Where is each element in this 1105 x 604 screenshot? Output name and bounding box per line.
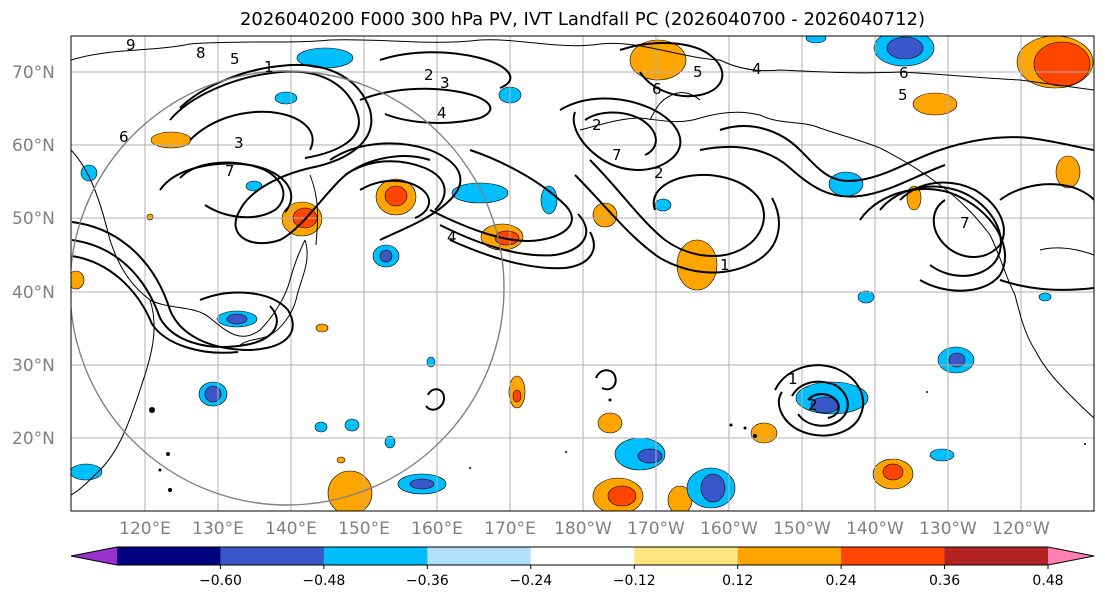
colorbar-extend-high [1048, 547, 1094, 565]
lat-label: 20°N [12, 429, 55, 449]
contour-label: 5 [693, 63, 703, 81]
colorbar-extend-low [71, 547, 117, 565]
contour-label: 3 [234, 134, 244, 152]
map-frame [70, 35, 1095, 512]
colorbar-tick-label: −0.36 [406, 573, 449, 589]
contour-label: 6 [119, 128, 129, 146]
contour-label: 7 [960, 214, 970, 232]
contour-label: 4 [752, 60, 762, 78]
contour-label: 1 [720, 256, 730, 274]
lon-label: 140°E [265, 519, 317, 539]
contour-label: 4 [437, 104, 447, 122]
contour-label: 7 [612, 146, 622, 164]
lon-label: 120°W [992, 519, 1050, 539]
lon-label: 160°W [700, 519, 758, 539]
contour-label: 7 [225, 162, 235, 180]
colorbar-tick-label: 0.24 [826, 573, 857, 589]
colorbar-segment [944, 547, 1049, 565]
contour-label: 1 [788, 370, 798, 388]
colorbar-tick-label: −0.60 [199, 573, 242, 589]
colorbar-segment [117, 547, 221, 565]
lon-label: 150°W [773, 519, 831, 539]
range-ring [71, 70, 505, 506]
contour-label: 8 [196, 44, 206, 62]
lon-label: 140°W [846, 519, 904, 539]
colorbar-segment [841, 547, 946, 565]
colorbar-outline [70, 546, 1095, 566]
colorbar: −0.60 −0.48 −0.36 −0.24 −0.12 0.12 0.24 0.36 0.4… [70, 546, 1095, 589]
colorbar-tick-label: −0.24 [509, 573, 552, 589]
colorbar-segment [530, 547, 635, 565]
contour-label: 6 [899, 64, 909, 82]
lat-label: 30°N [12, 356, 55, 376]
latitude-labels: 70°N 60°N 50°N 40°N 30°N 20°N [12, 63, 55, 449]
coastlines [71, 39, 1094, 496]
contour-label: 2 [654, 164, 664, 182]
contour-label: 3 [440, 74, 450, 92]
colorbar-tick-label: −0.48 [302, 573, 345, 589]
longitude-labels: 120°E 130°E 140°E 150°E 160°E 170°E 180°… [119, 519, 1050, 539]
contour-label: 5 [898, 86, 908, 104]
lon-label: 130°W [919, 519, 977, 539]
contour-label: 9 [126, 36, 136, 54]
lat-label: 50°N [12, 209, 55, 229]
lat-label: 60°N [12, 136, 55, 156]
colorbar-tick-label: −0.12 [613, 573, 656, 589]
islands [149, 391, 1086, 492]
colorbar-segment [737, 547, 842, 565]
lat-label: 40°N [12, 283, 55, 303]
contour-label: 6 [652, 80, 662, 98]
colorbar-segment [427, 547, 532, 565]
colorbar-tick-label: 0.36 [929, 573, 960, 589]
colorbar-tick-label: 0.12 [722, 573, 753, 589]
lon-label: 130°E [192, 519, 244, 539]
lon-label: 180°W [554, 519, 612, 539]
lon-label: 120°E [119, 519, 171, 539]
lon-label: 160°E [411, 519, 463, 539]
lat-label: 70°N [12, 63, 55, 83]
colorbar-segment [634, 547, 739, 565]
pv-contours [71, 42, 1094, 437]
contour-label: 4 [447, 228, 457, 246]
lon-label: 170°W [627, 519, 685, 539]
colorbar-segment [220, 547, 325, 565]
colorbar-segment [323, 547, 428, 565]
contour-label: 1 [264, 58, 274, 76]
contour-label: 5 [230, 50, 240, 68]
figure-title: 2026040200 F000 300 hPa PV, IVT Landfall… [239, 9, 926, 30]
contour-label: 2 [592, 116, 602, 134]
contour-label: 2 [424, 66, 434, 84]
lon-label: 150°E [338, 519, 390, 539]
contour-label: 2 [808, 396, 818, 414]
lon-label: 170°E [484, 519, 536, 539]
colorbar-tick-label: 0.48 [1032, 573, 1063, 589]
contour-labels: 9 8 7 6 5 4 3 2 1 2 3 4 5 6 7 1 2 5 4 7 … [119, 36, 970, 414]
